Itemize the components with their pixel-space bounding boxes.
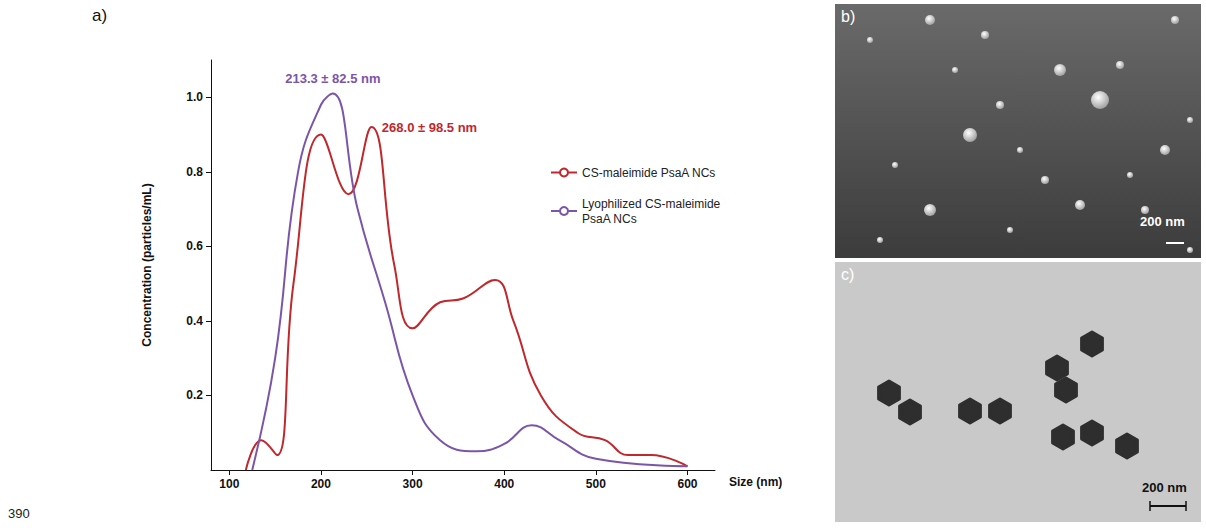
svg-text:CS-maleimide PsaA NCs: CS-maleimide PsaA NCs [582, 166, 715, 180]
html-text:a): a) [92, 6, 108, 25]
svg-text:Concentration (particles/mL): Concentration (particles/mL) [140, 183, 154, 346]
svg-text:100: 100 [219, 477, 239, 491]
svg-text:213.3 ± 82.5 nm: 213.3 ± 82.5 nm [285, 71, 380, 86]
svg-text:PsaA NCs: PsaA NCs [582, 212, 637, 226]
svg-text:500: 500 [586, 477, 606, 491]
svg-text:300: 300 [403, 477, 423, 491]
svg-text:0.2: 0.2 [186, 388, 203, 402]
svg-text:1.0: 1.0 [186, 90, 203, 104]
svg-text:Size (nm): Size (nm) [729, 475, 782, 489]
svg-text:0.4: 0.4 [186, 314, 203, 328]
svg-text:0.6: 0.6 [186, 239, 203, 253]
svg-text:600: 600 [677, 477, 697, 491]
svg-text:400: 400 [494, 477, 514, 491]
svg-text:Lyophilized CS-maleimide: Lyophilized CS-maleimide [582, 197, 724, 211]
svg-text:200: 200 [311, 477, 331, 491]
html-text:c): c) [841, 266, 855, 283]
svg-text:268.0 ± 98.5 nm: 268.0 ± 98.5 nm [382, 120, 477, 135]
html-text:390: 390 [8, 506, 30, 521]
html-text:200 nm: 200 nm [1142, 480, 1187, 495]
html-text:200 nm: 200 nm [1140, 214, 1185, 229]
html-text:b): b) [841, 8, 856, 25]
svg-text:0.8: 0.8 [186, 165, 203, 179]
